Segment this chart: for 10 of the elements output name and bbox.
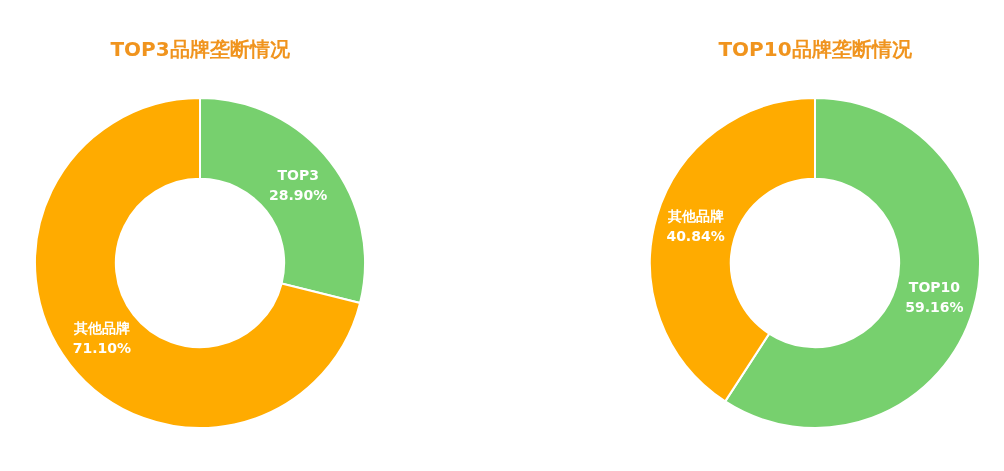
slice-label: 其他品牌 xyxy=(72,320,130,337)
slice-label: TOP3 xyxy=(277,166,319,183)
data-label: 40.84% xyxy=(666,228,725,245)
chart-title: TOP3品牌垄断情况 xyxy=(109,36,291,63)
chart-title: TOP10品牌垄断情况 xyxy=(717,36,913,63)
data-label: 28.90% xyxy=(269,186,328,203)
data-label: 71.10% xyxy=(72,340,131,357)
data-label: 59.16% xyxy=(905,299,964,315)
slice-label: TOP10 xyxy=(908,279,961,295)
slice-label: 其他品牌 xyxy=(666,208,724,225)
